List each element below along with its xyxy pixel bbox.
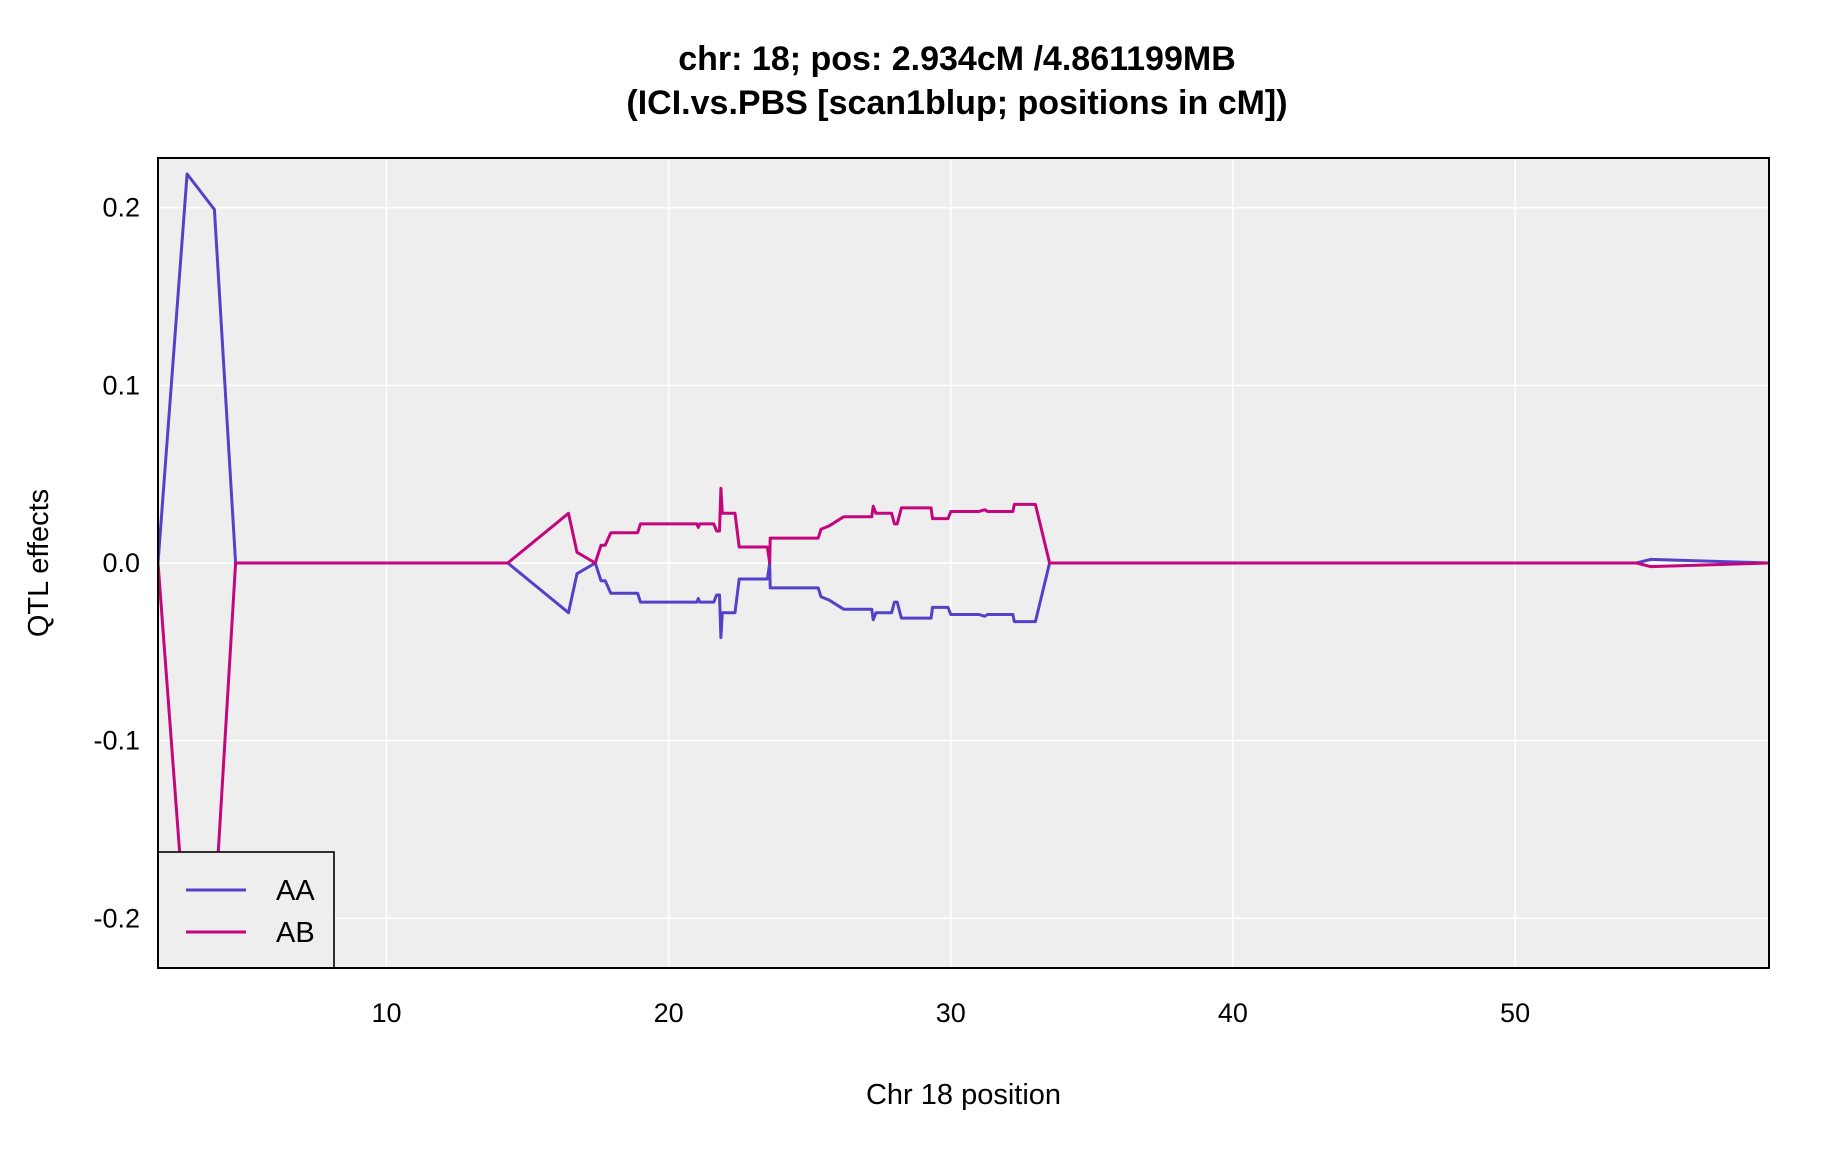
legend-label-ab: AB: [276, 917, 315, 949]
x-tick-label: 20: [654, 998, 684, 1028]
x-axis-label: Chr 18 position: [866, 1079, 1061, 1111]
y-tick-label: 0.1: [102, 370, 140, 400]
x-tick-label: 50: [1500, 998, 1530, 1028]
y-tick-label: 0.0: [102, 548, 140, 578]
y-tick-label: 0.2: [102, 193, 140, 223]
x-tick-label: 30: [936, 998, 966, 1028]
chart-subtitle: (ICI.vs.PBS [scan1blup; positions in cM]…: [626, 84, 1287, 122]
legend-label-aa: AA: [276, 875, 315, 907]
y-tick-labels: -0.2 -0.1 0.0 0.1 0.2: [93, 193, 140, 934]
x-tick-label: 10: [372, 998, 402, 1028]
y-tick-label: -0.1: [93, 726, 140, 756]
legend: AA AB: [157, 851, 335, 969]
y-axis-label: QTL effects: [23, 489, 55, 637]
legend-box: [157, 851, 335, 969]
series-lines: [158, 172, 1769, 954]
plot-frame: [157, 157, 1770, 969]
series-line-aa: [158, 172, 1769, 640]
series-line-ab: [158, 486, 1769, 954]
y-tick-label: -0.2: [93, 903, 140, 933]
chart-title: chr: 18; pos: 2.934cM /4.861199MB: [678, 40, 1236, 78]
x-tick-label: 40: [1218, 998, 1248, 1028]
x-tick-labels: 10 20 30 40 50: [372, 998, 1531, 1028]
